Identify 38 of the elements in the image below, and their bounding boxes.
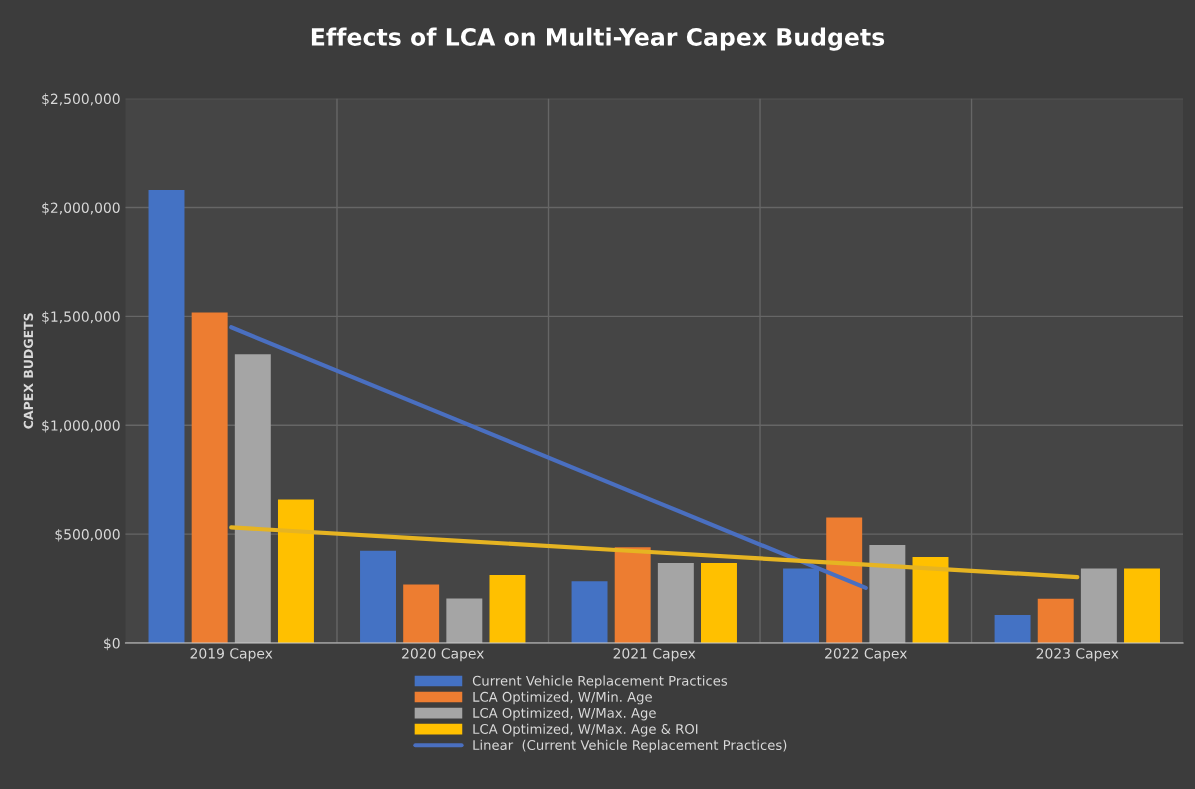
- bar: [191, 312, 228, 644]
- y-tick-label: $1,000,000: [42, 419, 120, 433]
- bar: [277, 499, 314, 644]
- x-tick-label: 2019 Capex: [190, 648, 273, 662]
- bar: [614, 547, 651, 644]
- bar: [360, 550, 396, 644]
- bar: [1037, 598, 1074, 644]
- y-tick-label: $2,500,000: [42, 93, 120, 106]
- y-tick-label: $1,500,000: [42, 311, 120, 324]
- bar: [994, 614, 1031, 644]
- bar: [571, 581, 608, 644]
- x-tick-label: 2022 Capex: [825, 648, 907, 662]
- bar: [446, 598, 483, 644]
- bar: [403, 584, 440, 644]
- x-tick-label: 2021 Capex: [613, 648, 696, 662]
- chart-title: Effects of LCA on Multi-Year Capex Budgets: [311, 27, 885, 51]
- bar: [1080, 568, 1117, 644]
- bar: [869, 545, 906, 644]
- bar: [234, 354, 271, 644]
- bar: [1124, 568, 1160, 644]
- legend-label: Linear (Current Vehicle Replacement Practices): [473, 739, 787, 753]
- y-tick-label: $2,000,000: [42, 202, 120, 215]
- x-tick-label: 2023 Capex: [1036, 648, 1119, 662]
- legend-label: Current Vehicle Replacement Practices: [472, 675, 728, 689]
- y-tick-label: $500,000: [55, 528, 120, 542]
- legend-label: LCA Optimized, W/Max. Age: [473, 707, 656, 721]
- bar: [701, 562, 737, 644]
- x-tick-label: 2020 Capex: [402, 648, 484, 662]
- y-axis-title: CAPEX BUDGETS: [23, 313, 34, 429]
- bar: [826, 517, 863, 644]
- bar: [489, 575, 526, 644]
- line-series: [229, 525, 1080, 580]
- legend-label: LCA Optimized, W/Min. Age: [473, 691, 652, 705]
- bar: [912, 557, 949, 644]
- legend-label: LCA Optimized, W/Max. Age & ROI: [473, 723, 698, 737]
- bar: [657, 562, 694, 644]
- y-tick-label: $0: [104, 637, 120, 651]
- bar: [148, 190, 185, 644]
